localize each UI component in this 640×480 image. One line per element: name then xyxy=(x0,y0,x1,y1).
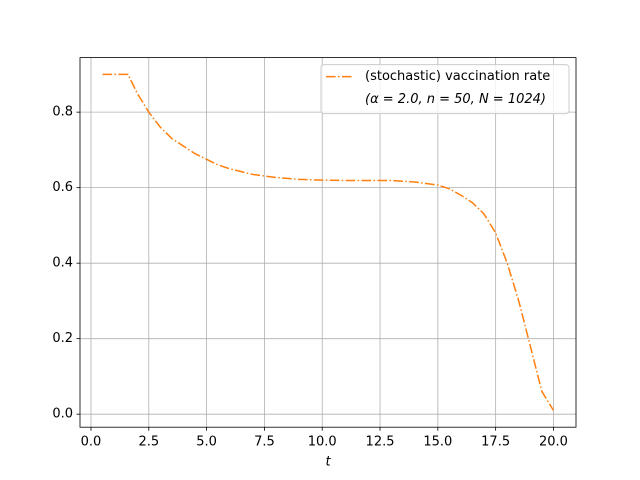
x-tick-label: 7.5 xyxy=(254,435,275,450)
y-tick-label: 0.6 xyxy=(52,180,73,195)
x-axis-label: t xyxy=(325,455,331,470)
y-tick-label: 0.0 xyxy=(52,407,73,422)
x-tick-label: 17.5 xyxy=(481,435,510,450)
legend-box xyxy=(320,64,570,115)
x-tick-label: 15.0 xyxy=(423,435,452,450)
y-tick-label: 0.8 xyxy=(52,105,73,120)
y-tick-label: 0.2 xyxy=(52,331,73,346)
legend-label: (stochastic) vaccination rate xyxy=(365,69,550,84)
x-tick-label: 10.0 xyxy=(308,435,337,450)
x-tick-label: 20.0 xyxy=(539,435,568,450)
x-tick-label: 5.0 xyxy=(196,435,217,450)
x-tick-label: 12.5 xyxy=(366,435,395,450)
line xyxy=(102,73,555,411)
y-tick-label: 0.4 xyxy=(52,256,73,271)
x-tick-label: 0.0 xyxy=(81,435,102,450)
x-tick-label: 2.5 xyxy=(138,435,159,450)
legend-detail: (α = 2.0, n = 50, N = 1024) xyxy=(365,92,546,107)
plot-frame xyxy=(79,57,577,428)
